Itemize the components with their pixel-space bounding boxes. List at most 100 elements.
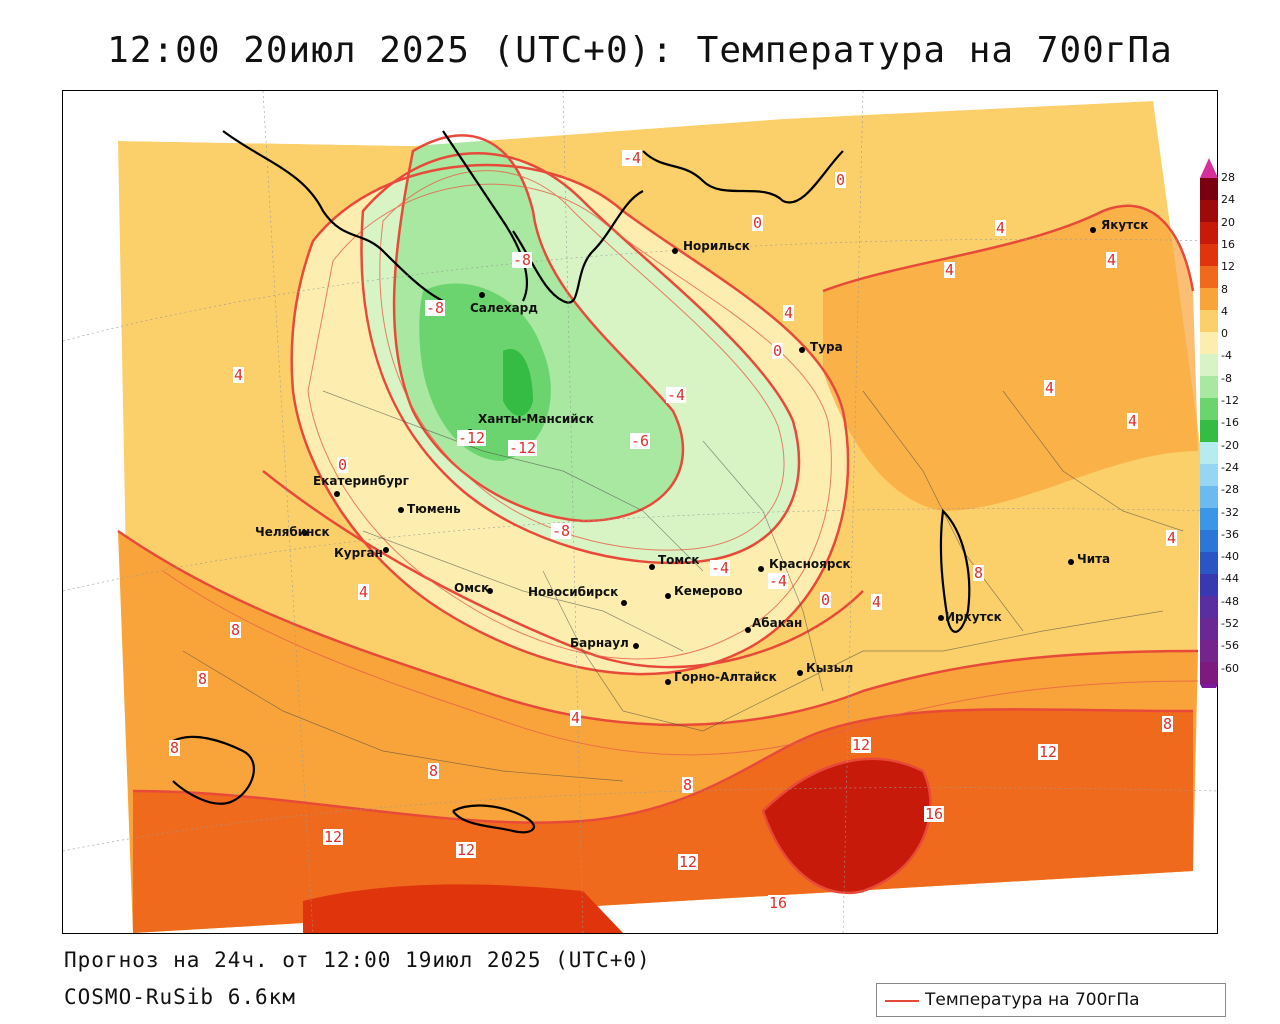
contour-value-label: 0 — [835, 171, 847, 189]
city-label: Абакан — [752, 616, 803, 630]
city-marker — [334, 491, 340, 497]
forecast-info: Прогноз на 24ч. от 12:00 19июл 2025 (UTC… — [64, 948, 651, 972]
city-label: Горно-Алтайск — [674, 670, 777, 684]
contour-value-label: 4 — [233, 366, 245, 384]
contour-value-label: 4 — [783, 304, 795, 322]
colorbar-tick-label: 4 — [1221, 304, 1228, 318]
city-label: Барнаул — [570, 636, 629, 650]
contour-value-label: -4 — [768, 572, 789, 590]
colorbar-tick-label: -36 — [1221, 527, 1239, 541]
band-minus12 — [419, 283, 551, 461]
colorbar-segment — [1200, 200, 1218, 222]
colorbar-segment — [1200, 640, 1218, 662]
contour-value-label: -8 — [425, 299, 446, 317]
colorbar-tick-label: 8 — [1221, 282, 1228, 296]
colorbar-tick-label: -40 — [1221, 550, 1239, 564]
city-marker — [665, 593, 671, 599]
contour-value-label: 0 — [337, 456, 349, 474]
contour-value-label: 4 — [995, 219, 1007, 237]
city-marker — [938, 615, 944, 621]
city-marker — [479, 292, 485, 298]
band-4-north — [823, 205, 1198, 511]
city-label: Омск — [454, 581, 490, 595]
colorbar-tick-label: -48 — [1221, 594, 1239, 608]
city-label: Тюмень — [407, 502, 461, 516]
contour-value-label: 12 — [323, 828, 344, 846]
colorbar-tick-label: -20 — [1221, 438, 1239, 452]
model-name: COSMO-RuSib 6.6км — [64, 985, 296, 1009]
band-minus16 — [503, 349, 533, 416]
contour-value-label: 4 — [871, 593, 883, 611]
city-marker — [745, 627, 751, 633]
city-label: Челябинск — [255, 525, 330, 539]
colorbar-segment — [1200, 464, 1218, 486]
colorbar-segment — [1200, 530, 1218, 552]
city-label: Якутск — [1101, 218, 1149, 232]
city-marker — [649, 564, 655, 570]
contour-value-label: 8 — [169, 739, 181, 757]
city-marker — [633, 643, 639, 649]
colorbar-segment — [1200, 354, 1218, 376]
colorbar-tick-label: 12 — [1221, 260, 1235, 274]
colorbar-segment — [1200, 310, 1218, 332]
thin-contours — [162, 170, 1199, 756]
city-label: Новосибирск — [528, 585, 619, 599]
contour-value-label: 8 — [973, 564, 985, 582]
colorbar-segment — [1200, 486, 1218, 508]
contour-value-label: 8 — [682, 776, 694, 794]
colorbar-segment — [1200, 222, 1218, 244]
contour-value-label: 4 — [1166, 529, 1178, 547]
city-marker — [672, 248, 678, 254]
contour-value-label: 8 — [1162, 715, 1174, 733]
city-label: Кемерово — [674, 584, 743, 598]
colorbar-tick-label: -12 — [1221, 394, 1239, 407]
colorbar-tick-label: -32 — [1221, 505, 1239, 519]
colorbar-segment — [1200, 266, 1218, 288]
coastlines — [172, 130, 971, 834]
colorbar-tick-label: -60 — [1221, 661, 1239, 675]
contour-value-label: 4 — [570, 709, 582, 727]
colorbar-top-arrow — [1200, 158, 1218, 178]
city-label: Кызыл — [806, 661, 854, 675]
colorbar-segment — [1200, 508, 1218, 530]
city-marker — [398, 507, 404, 513]
map-area[interactable] — [62, 90, 1218, 934]
city-marker — [383, 547, 389, 553]
contour-value-label: 12 — [456, 841, 477, 859]
graticule — [63, 91, 1217, 933]
city-marker — [797, 670, 803, 676]
city-label: Курган — [334, 546, 383, 560]
colorbar-segment — [1200, 332, 1218, 354]
colorbar-segment — [1200, 662, 1218, 684]
colorbar-tick-label: 24 — [1221, 193, 1235, 207]
contour-value-label: 4 — [944, 261, 956, 279]
colorbar-bottom-arrow — [1200, 684, 1218, 688]
contour-value-label: -4 — [622, 149, 643, 167]
city-label: Салехард — [470, 301, 538, 315]
colorbar-segment — [1200, 574, 1218, 596]
city-marker — [758, 566, 764, 572]
contour-value-label: -4 — [710, 559, 731, 577]
city-label: Иркутск — [945, 610, 1002, 624]
colorbar-tick-label: 0 — [1221, 327, 1228, 341]
contour-value-label: 0 — [772, 342, 784, 360]
colorbar-segment — [1200, 596, 1218, 618]
city-marker — [302, 530, 308, 536]
legend-label: Температура на 700гПа — [925, 990, 1140, 1010]
band-12 — [133, 709, 1193, 933]
colorbar-segment — [1200, 618, 1218, 640]
colorbar-tick-label: 28 — [1221, 171, 1235, 184]
city-label: Томск — [658, 553, 700, 567]
colorbar-tick-label: -8 — [1221, 371, 1232, 385]
colorbar-tick-label: -16 — [1221, 416, 1239, 430]
contour-value-label: 8 — [197, 670, 209, 688]
city-marker — [799, 347, 805, 353]
colorbar-segment — [1200, 244, 1218, 266]
city-label: Красноярск — [769, 557, 851, 571]
city-marker — [621, 600, 627, 606]
arctic-ocean — [63, 91, 1217, 151]
contour-value-label: 0 — [820, 591, 832, 609]
temperature-map — [63, 91, 1217, 933]
contour-value-label: -8 — [551, 522, 572, 540]
colorbar-segment — [1200, 552, 1218, 574]
